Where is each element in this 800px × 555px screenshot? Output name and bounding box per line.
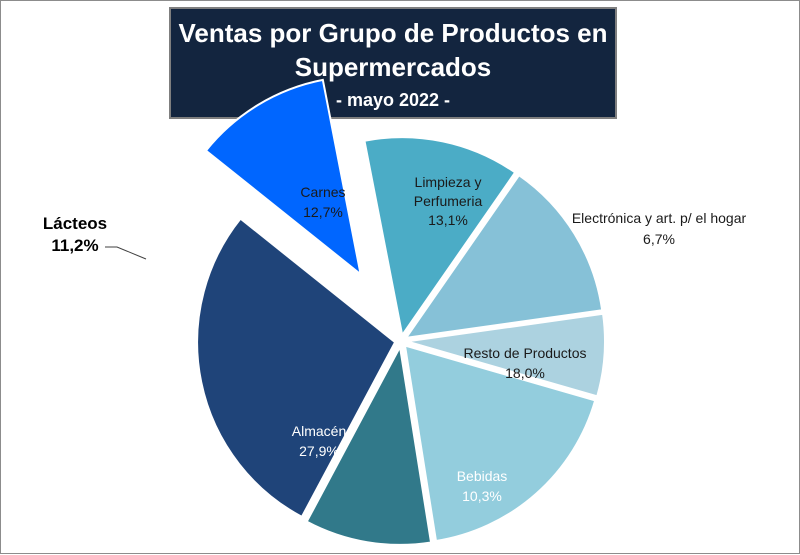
pie-slice-bebidas — [305, 343, 433, 546]
slice-value-carnes: 12,7% — [303, 204, 343, 220]
slice-label-resto: Resto de Productos — [464, 345, 587, 361]
slice-label-electronica: Electrónica y art. p/ el hogar — [572, 210, 747, 226]
slice-label-carnes: Carnes — [300, 184, 345, 200]
slice-value-electronica: 6,7% — [643, 231, 675, 247]
pie-slice-almacen — [196, 217, 397, 519]
chart-subtitle: - mayo 2022 - — [335, 90, 451, 110]
slice-label-lacteos: Lácteos — [43, 214, 107, 233]
slice-value-resto: 18,0% — [505, 365, 545, 381]
pie-slice-limpieza — [403, 173, 604, 340]
chart-title-line-1: Ventas por Grupo de Productos en — [178, 18, 608, 48]
slice-label-limpieza-line-1: Limpieza y — [415, 174, 482, 190]
pie-slice-lacteos — [204, 78, 363, 277]
slice-label-bebidas: Bebidas — [457, 468, 508, 484]
slice-value-almacen: 27,9% — [299, 443, 339, 459]
slice-value-limpieza: 13,1% — [428, 212, 468, 228]
slice-label-limpieza-line-2: Perfumeria — [414, 193, 483, 209]
slice-value-bebidas: 10,3% — [462, 488, 502, 504]
chart-title-line-2: Supermercados — [294, 52, 492, 82]
slice-value-lacteos: 11,2% — [51, 236, 98, 255]
pie-slice-resto — [403, 344, 597, 543]
lacteos-leader-line — [105, 246, 147, 260]
chart-title-box: Ventas por Grupo de Productos en Superme… — [169, 7, 617, 119]
pie-slice-carnes — [363, 136, 517, 338]
slice-label-almacen: Almacén — [292, 423, 346, 439]
pie-slice-electronica — [406, 312, 606, 398]
